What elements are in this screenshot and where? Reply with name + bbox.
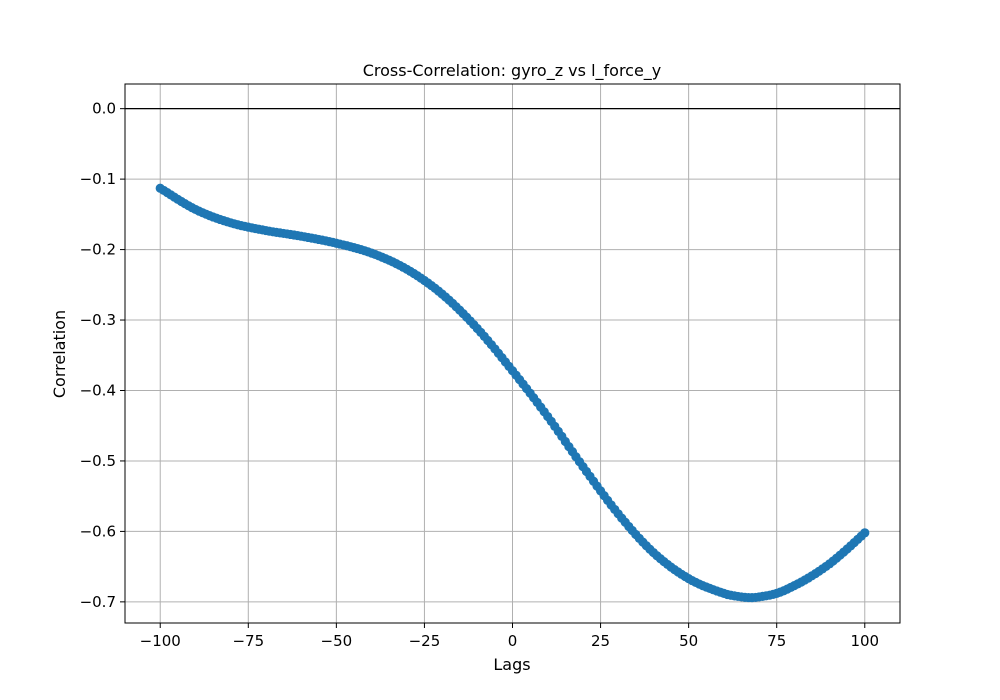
x-tick-label: −50 — [321, 632, 353, 650]
x-tick-label: 100 — [850, 632, 879, 650]
y-tick-label: −0.7 — [80, 593, 116, 611]
y-axis-label: Correlation — [50, 310, 69, 398]
x-tick-label: −75 — [232, 632, 264, 650]
data-points — [155, 183, 870, 603]
y-tick-label: −0.5 — [80, 452, 116, 470]
y-tick-label: 0.0 — [92, 100, 116, 118]
x-tick-label: −25 — [409, 632, 441, 650]
y-tick-label: −0.2 — [80, 241, 116, 259]
y-axis-ticks: 0.0 −0.1 −0.2 −0.3 −0.4 −0.5 −0.6 −0.7 — [80, 100, 125, 611]
chart-title: Cross-Correlation: gyro_z vs l_force_y — [363, 61, 662, 81]
x-axis-ticks: −100 −75 −50 −25 0 25 50 75 100 — [140, 623, 879, 650]
data-point — [860, 528, 870, 538]
x-tick-label: 75 — [767, 632, 786, 650]
y-tick-label: −0.3 — [80, 311, 116, 329]
y-tick-label: −0.1 — [80, 170, 116, 188]
x-tick-label: 0 — [508, 632, 518, 650]
x-tick-label: 25 — [591, 632, 610, 650]
y-tick-label: −0.6 — [80, 522, 116, 540]
x-tick-label: −100 — [140, 632, 181, 650]
x-axis-label: Lags — [493, 655, 530, 674]
y-tick-label: −0.4 — [80, 381, 116, 399]
x-tick-label: 50 — [679, 632, 698, 650]
